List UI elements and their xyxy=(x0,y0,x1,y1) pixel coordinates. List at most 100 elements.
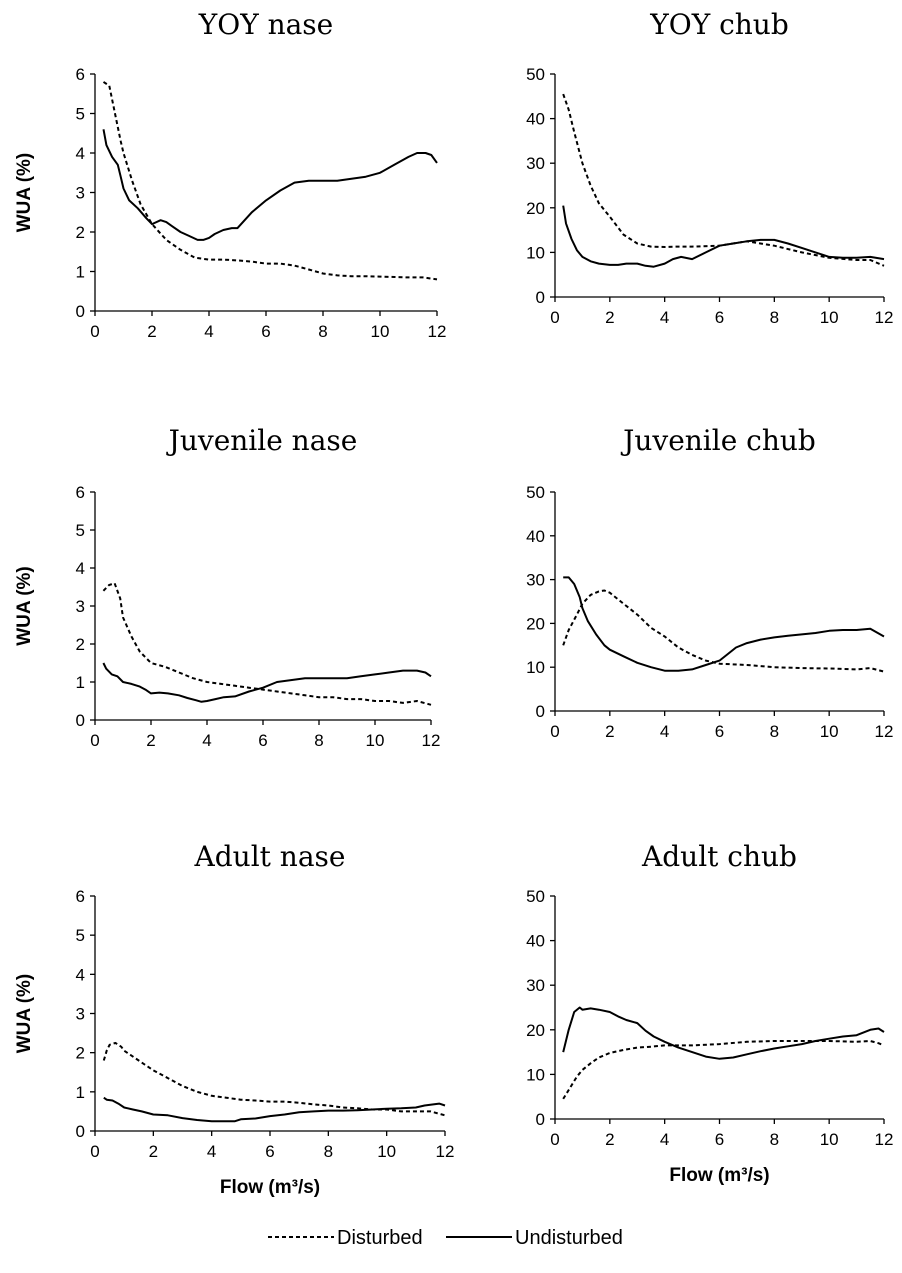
series-line-disturbed xyxy=(102,81,438,281)
y-tick-label: 0 xyxy=(536,1110,545,1129)
x-tick-label: 0 xyxy=(90,731,99,750)
series-line-disturbed xyxy=(102,1041,446,1117)
y-axis-label: WUA (%) xyxy=(14,974,35,1054)
y-tick-label: 1 xyxy=(76,263,85,282)
y-tick-label: 4 xyxy=(76,559,85,578)
x-tick-label: 8 xyxy=(770,308,779,327)
series-line-disturbed xyxy=(562,589,885,673)
y-tick-label: 5 xyxy=(76,521,85,540)
y-tick-label: 0 xyxy=(536,702,545,721)
y-tick-label: 20 xyxy=(526,1021,545,1040)
x-tick-label: 12 xyxy=(422,731,441,750)
y-tick-label: 30 xyxy=(526,571,545,590)
y-tick-label: 50 xyxy=(526,887,545,906)
legend-label-undisturbed: Undisturbed xyxy=(515,1227,623,1249)
y-tick-label: 5 xyxy=(76,926,85,945)
y-axis-label: WUA (%) xyxy=(14,566,35,646)
x-tick-label: 0 xyxy=(90,322,99,341)
x-tick-label: 10 xyxy=(820,1130,839,1149)
y-tick-label: 0 xyxy=(536,288,545,307)
x-tick-label: 12 xyxy=(428,322,447,341)
series-line-disturbed xyxy=(562,1040,885,1100)
x-tick-label: 6 xyxy=(258,731,267,750)
y-tick-label: 5 xyxy=(76,105,85,124)
y-tick-label: 40 xyxy=(526,527,545,546)
y-tick-label: 40 xyxy=(526,110,545,129)
x-tick-label: 8 xyxy=(318,322,327,341)
x-tick-label: 10 xyxy=(371,322,390,341)
series-line-undisturbed xyxy=(103,1096,446,1123)
y-tick-label: 50 xyxy=(526,65,545,84)
y-tick-label: 30 xyxy=(526,154,545,173)
x-tick-label: 10 xyxy=(820,308,839,327)
y-tick-label: 4 xyxy=(76,965,85,984)
x-tick-label: 2 xyxy=(149,1142,158,1161)
x-tick-label: 8 xyxy=(324,1142,333,1161)
x-tick-label: 12 xyxy=(875,1130,894,1149)
y-tick-label: 10 xyxy=(526,243,545,262)
x-tick-label: 8 xyxy=(314,731,323,750)
x-tick-label: 0 xyxy=(550,308,559,327)
y-tick-label: 20 xyxy=(526,199,545,218)
x-tick-label: 0 xyxy=(90,1142,99,1161)
chart-title: Juvenile nase xyxy=(166,424,358,457)
x-tick-label: 4 xyxy=(660,308,669,327)
x-tick-label: 4 xyxy=(207,1142,216,1161)
chart-title: Adult nase xyxy=(194,840,346,873)
x-tick-label: 4 xyxy=(660,1130,669,1149)
y-tick-label: 3 xyxy=(76,184,85,203)
y-tick-label: 20 xyxy=(526,614,545,633)
x-tick-label: 6 xyxy=(265,1142,274,1161)
y-tick-label: 10 xyxy=(526,1065,545,1084)
x-tick-label: 6 xyxy=(715,1130,724,1149)
x-tick-label: 8 xyxy=(770,722,779,741)
chart-title: YOY nase xyxy=(198,8,334,41)
series-line-undisturbed xyxy=(562,1006,885,1060)
x-tick-label: 10 xyxy=(377,1142,396,1161)
x-tick-label: 2 xyxy=(146,731,155,750)
x-tick-label: 12 xyxy=(875,308,894,327)
y-tick-label: 3 xyxy=(76,1005,85,1024)
chart-adult-chub: Adult chub 0 10 20 30 40 50 0 2 4 6 8 10 12 Flow (m³/s… xyxy=(526,840,893,1186)
y-tick-label: 2 xyxy=(76,1044,85,1063)
y-tick-label: 2 xyxy=(76,223,85,242)
x-tick-label: 0 xyxy=(550,722,559,741)
x-tick-label: 10 xyxy=(820,722,839,741)
series-line-undisturbed xyxy=(102,129,438,241)
x-tick-label: 4 xyxy=(660,722,669,741)
x-tick-label: 2 xyxy=(147,322,156,341)
x-tick-label: 6 xyxy=(715,308,724,327)
x-tick-label: 2 xyxy=(605,1130,614,1149)
x-tick-label: 2 xyxy=(605,722,614,741)
x-tick-label: 12 xyxy=(436,1142,455,1161)
x-tick-label: 0 xyxy=(550,1130,559,1149)
series-line-disturbed xyxy=(102,582,432,706)
y-tick-label: 6 xyxy=(76,483,85,502)
x-axis-label: Flow (m³/s) xyxy=(669,1165,769,1186)
series-line-undisturbed xyxy=(102,662,432,703)
y-tick-label: 2 xyxy=(76,635,85,654)
legend: Disturbed Undisturbed xyxy=(268,1227,623,1249)
y-tick-label: 1 xyxy=(76,1083,85,1102)
legend-label-disturbed: Disturbed xyxy=(337,1227,423,1249)
y-tick-label: 50 xyxy=(526,483,545,502)
x-tick-label: 4 xyxy=(202,731,211,750)
x-tick-label: 2 xyxy=(605,308,614,327)
y-tick-label: 30 xyxy=(526,976,545,995)
series-line-disturbed xyxy=(562,93,885,267)
y-tick-label: 0 xyxy=(76,1122,85,1141)
x-tick-label: 6 xyxy=(715,722,724,741)
chart-title: YOY chub xyxy=(649,8,789,41)
y-tick-label: 10 xyxy=(526,658,545,677)
x-axis-label: Flow (m³/s) xyxy=(220,1177,320,1198)
y-tick-label: 6 xyxy=(76,887,85,906)
x-tick-label: 6 xyxy=(261,322,270,341)
x-tick-label: 12 xyxy=(875,722,894,741)
x-tick-label: 4 xyxy=(204,322,213,341)
y-tick-label: 1 xyxy=(76,673,85,692)
y-tick-label: 0 xyxy=(76,302,85,321)
chart-juvenile-chub: Juvenile chub 0 10 20 30 40 50 0 2 4 6 8 10 12 xyxy=(526,424,893,741)
